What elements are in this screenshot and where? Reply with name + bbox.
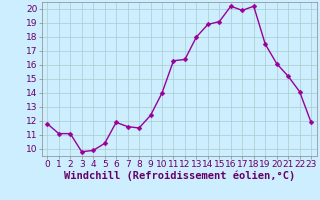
X-axis label: Windchill (Refroidissement éolien,°C): Windchill (Refroidissement éolien,°C): [64, 171, 295, 181]
